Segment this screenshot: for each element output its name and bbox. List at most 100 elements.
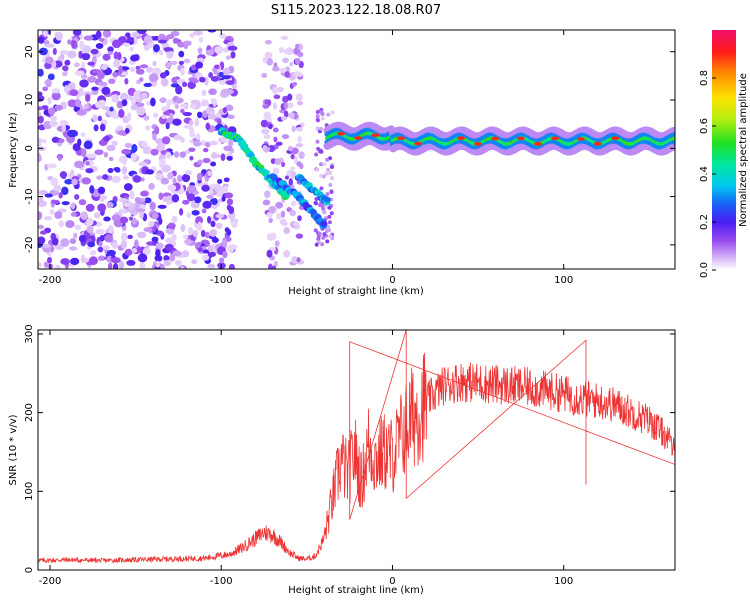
noise-speckle [293,71,301,77]
noise-speckle [51,91,61,101]
noise-speckle [328,171,333,176]
tone-peak [534,142,542,146]
noise-speckle [214,45,224,55]
noise-speckle [324,229,329,234]
noise-speckle [45,43,55,48]
noise-speckle [158,217,163,225]
noise-speckle [211,237,219,243]
noise-speckle [47,97,52,105]
spectrogram-x-tick-label: -100 [210,275,233,286]
noise-speckle [72,232,78,239]
noise-speckle [47,73,55,81]
noise-speckle [224,192,234,199]
spectrogram-x-tick-label: 100 [554,275,573,286]
noise-speckle [291,200,296,207]
noise-speckle [190,99,200,105]
noise-speckle [173,134,182,141]
noise-speckle [273,260,279,267]
noise-speckle [186,212,191,218]
noise-speckle [315,126,320,131]
noise-speckle [222,107,227,114]
noise-speckle [290,153,295,160]
tone-edge [671,132,675,138]
noise-speckle [69,238,77,244]
noise-speckle [180,137,185,143]
spectrogram-x-ticks: -200 -100 0 100 [39,30,573,286]
spectrogram-x-tick-label: -200 [39,275,62,286]
noise-speckle [272,102,278,110]
noise-speckle [147,220,155,228]
spectrogram-x-tick-label: 0 [389,275,395,286]
noise-speckle [43,261,50,269]
noise-speckle [119,208,127,214]
colorbar: 0.0 0.2 0.4 0.6 0.8 Normalized spectral ampl… [699,30,749,278]
snr-y-axis-label: SNR (10 * v/v) [8,414,19,485]
noise-speckle [330,110,335,115]
noise-speckle [314,152,319,157]
tone-peak [491,136,500,141]
noise-speckle [264,40,272,45]
noise-speckle [61,186,69,196]
noise-speckle [118,65,123,74]
noise-speckle [181,173,191,183]
noise-speckle [297,215,302,222]
colorbar-gradient [712,30,736,270]
tone-peak [371,133,380,137]
noise-speckle [295,233,304,239]
noise-speckle [296,161,302,167]
noise-speckle [319,126,323,131]
noise-speckle [281,134,290,140]
noise-speckle [111,113,120,120]
noise-speckle [121,166,128,175]
noise-speckle [292,81,298,87]
noise-speckle [324,205,329,210]
noise-speckle [186,185,197,194]
noise-speckle [182,234,189,239]
noise-speckle [64,59,71,66]
colorbar-label: Normalized spectral amplitude [738,73,749,227]
noise-speckle [120,240,128,249]
noise-speckle [45,78,52,88]
tone-peak [397,136,405,140]
noise-speckle [197,159,203,165]
noise-speckle [95,42,104,50]
noise-speckle [266,249,273,258]
noise-speckle [107,262,113,269]
noise-speckle [54,104,63,111]
noise-speckle [261,128,270,135]
noise-speckle [111,94,120,103]
noise-speckle [200,100,210,107]
noise-speckle [39,230,47,235]
noise-speckle [272,127,279,133]
noise-speckle [74,62,80,68]
noise-speckle [59,171,68,179]
noise-speckle [151,212,159,220]
noise-speckle [228,263,235,269]
noise-speckle [73,105,81,113]
noise-speckle [38,68,44,77]
noise-speckle [103,216,111,222]
noise-speckle [202,147,209,153]
noise-speckle [160,78,169,87]
noise-speckle [164,243,174,252]
noise-speckle [166,200,172,206]
noise-speckle [69,169,75,177]
noise-speckle [218,79,227,85]
noise-speckle [152,132,157,141]
noise-speckle [196,111,203,119]
snr-line [38,330,675,564]
noise-speckle [148,73,159,83]
noise-speckle [283,250,291,258]
noise-speckle [135,208,146,213]
noise-speckle [154,125,160,135]
noise-speckle [225,80,235,85]
noise-speckle [95,30,102,39]
noise-speckle [293,155,298,164]
noise-speckle [111,175,121,184]
noise-speckle [95,228,105,235]
noise-speckle [208,187,214,197]
noise-speckle [266,57,274,66]
noise-speckle [150,148,159,156]
noise-speckle [59,119,69,126]
noise-speckle [102,174,109,180]
